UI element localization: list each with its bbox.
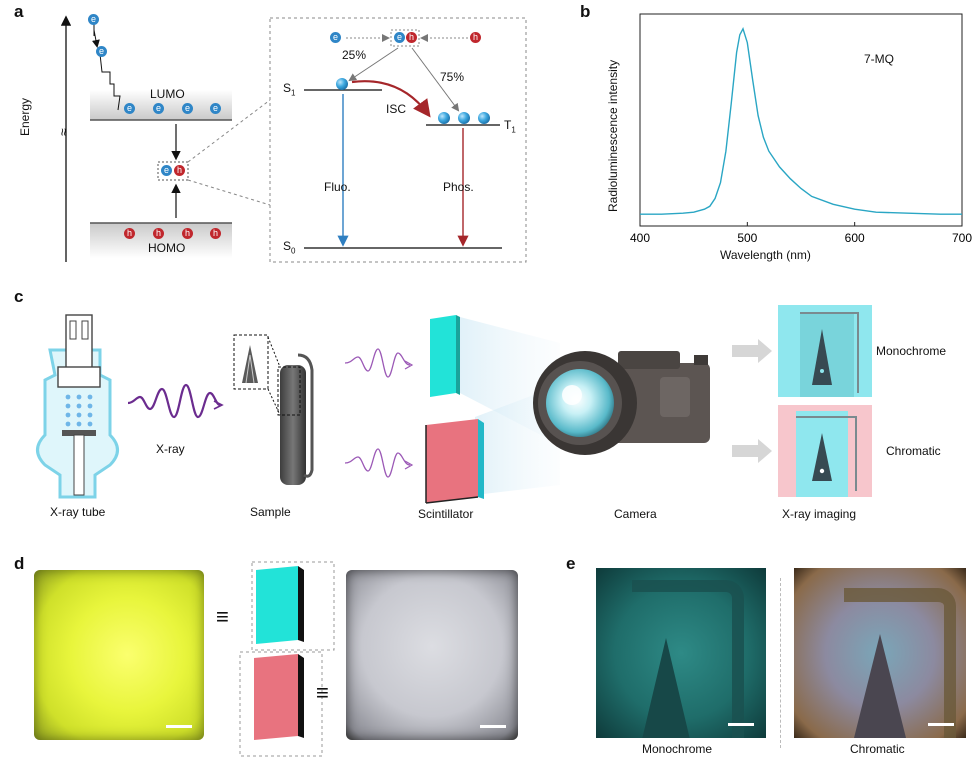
monochrome-xray-image: [596, 568, 766, 738]
to-monochrome-arrow: [732, 339, 772, 363]
equivalence-symbol: ≡: [316, 680, 329, 705]
panel-letter-c: c: [14, 287, 24, 306]
panel-c: c: [0, 285, 980, 530]
panel-a: a: [0, 0, 560, 270]
hole-icon: h: [153, 228, 164, 239]
chart-xlabel: Wavelength (nm): [720, 248, 811, 262]
monochrome-label: Monochrome: [876, 344, 947, 358]
phos-label: Phos.: [443, 180, 474, 194]
scintillator-label: Scintillator: [418, 507, 474, 521]
triplet-exciton: [438, 112, 450, 124]
electron-icon: e: [88, 14, 99, 25]
panel-b: b 400 500 600 700 Radioluminescence intensi…: [580, 0, 980, 270]
panel-letter-a: a: [14, 2, 24, 21]
camera-label: Camera: [614, 507, 657, 521]
series-line: [640, 26, 962, 215]
electron-icon: e: [210, 103, 221, 114]
panel-d: d ≡ ≡: [0, 548, 560, 767]
hole-icon: h: [124, 228, 135, 239]
singlet-exciton: [336, 78, 348, 90]
x-tick-label: 600: [845, 231, 865, 245]
imaging-label: X-ray imaging: [782, 507, 857, 521]
white-crystal-photo: [346, 570, 518, 740]
xray-wave: [127, 383, 221, 419]
electron-icon: e: [96, 46, 107, 57]
scintillator-plates: [239, 561, 335, 757]
axis-break-symbol: ≈: [55, 128, 72, 136]
chromatic-label: Chromatic: [886, 444, 941, 458]
xray-tube-label: X-ray tube: [50, 505, 106, 519]
panel-letter-d: d: [14, 554, 25, 573]
monochrome-output-image: [778, 305, 872, 397]
isc-label: ISC: [386, 102, 407, 116]
electron-icon: e: [153, 103, 164, 114]
scale-bar: [166, 725, 192, 728]
chromatic-output-image: [778, 405, 872, 497]
chart-frame: [639, 13, 963, 227]
panel-letter-e: e: [566, 554, 576, 573]
monochrome-caption: Monochrome: [642, 742, 713, 756]
electron-icon: e: [182, 103, 193, 114]
panel-e: e Monochrome Chromatic: [560, 548, 980, 767]
fluo-label: Fluo.: [324, 180, 351, 194]
scale-bar: [928, 723, 954, 726]
exciton-hole-icon: h: [174, 165, 185, 176]
s1-label: S1: [283, 81, 296, 98]
energy-diagram: [60, 15, 527, 263]
camera-icon: [533, 351, 710, 455]
detail-pair-hole-icon: h: [406, 32, 417, 43]
chart-ylabel: Radioluminescence intensity: [606, 59, 620, 212]
x-tick-label: 500: [737, 231, 757, 245]
xray-wave-small: [344, 448, 411, 478]
xray-label: X-ray: [156, 442, 185, 456]
triplet-percent: 75%: [440, 70, 465, 84]
homo-label: HOMO: [148, 241, 186, 255]
to-chromatic-arrow: [732, 439, 772, 463]
lumo-label: LUMO: [150, 87, 185, 101]
detail-electron-icon: e: [330, 32, 341, 43]
cyan-scintillator: [430, 315, 460, 397]
xray-wave-small: [344, 348, 411, 378]
chromatic-xray-image: [794, 568, 966, 738]
scale-bar: [728, 723, 754, 726]
isc-arrow: [351, 80, 431, 118]
singlet-percent: 25%: [342, 48, 367, 62]
chromatic-caption: Chromatic: [850, 742, 905, 756]
detail-box: [269, 17, 527, 263]
divider-line: [780, 578, 781, 748]
xray-tube-icon: [36, 314, 119, 499]
sample-label: Sample: [250, 505, 291, 519]
x-tick-label: 700: [952, 231, 972, 245]
imaging-setup-illustration: [36, 305, 872, 504]
pen-sample-icon: [233, 334, 314, 485]
chart-legend: 7-MQ: [864, 52, 894, 66]
pink-scintillator: [425, 419, 484, 504]
energy-label: Energy: [18, 97, 32, 136]
electron-icon: e: [124, 103, 135, 114]
x-tick-label: 400: [630, 231, 650, 245]
t1-label: T1: [504, 118, 516, 135]
yellow-crystal-photo: [34, 570, 204, 740]
exciton-electron-icon: e: [161, 165, 172, 176]
panel-letter-b: b: [580, 2, 591, 21]
triplet-exciton: [478, 112, 490, 124]
equivalence-symbol: ≡: [216, 604, 229, 629]
hole-icon: h: [210, 228, 221, 239]
detail-hole-icon: h: [470, 32, 481, 43]
spectrum-chart: 400 500 600 700: [630, 13, 972, 245]
scale-bar: [480, 725, 506, 728]
triplet-exciton: [458, 112, 470, 124]
detail-pair-electron-icon: e: [394, 32, 405, 43]
s0-label: S0: [283, 239, 296, 256]
hole-icon: h: [182, 228, 193, 239]
